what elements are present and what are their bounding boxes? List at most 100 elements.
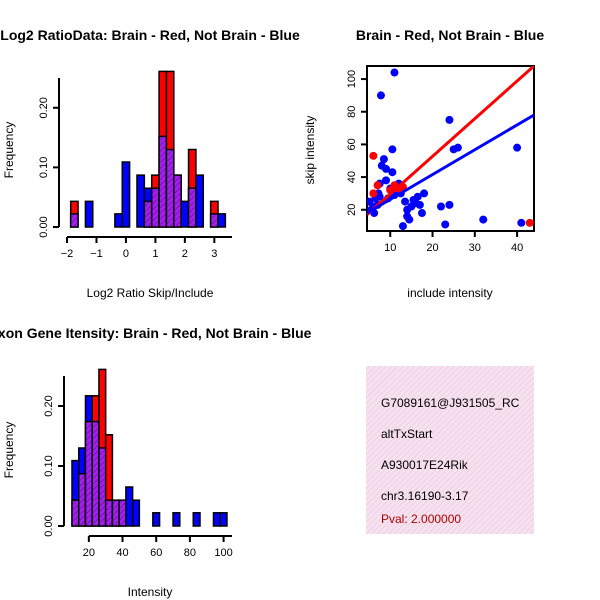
scatter-point-blue bbox=[388, 168, 397, 177]
intensity-x-tick-label: 80 bbox=[184, 547, 196, 559]
scatter-point-blue bbox=[379, 155, 388, 164]
scatter-frame bbox=[366, 65, 535, 232]
scatter-point-red bbox=[369, 189, 378, 198]
scatter-point-blue bbox=[415, 200, 424, 209]
ratio-overlap-hatch bbox=[159, 136, 167, 227]
intensity-overlap-hatch bbox=[72, 500, 79, 526]
scatter-plot-area bbox=[367, 66, 534, 231]
info-location: chr3.16190-3.17 bbox=[381, 489, 469, 503]
scatter-point-blue bbox=[382, 176, 391, 185]
intensity-y-tick-label: 0.20 bbox=[43, 395, 55, 416]
scatter-point-blue bbox=[441, 220, 450, 229]
ratio-bar bbox=[136, 174, 146, 228]
scatter-point-blue bbox=[513, 143, 522, 152]
ratio-axes: −2 −1 0 1 2 3 0.00 0.10 0.20 bbox=[38, 77, 232, 260]
ratio-bar bbox=[121, 161, 131, 228]
info-probe-id: G7089161@J931505_RC bbox=[381, 396, 520, 410]
intensity-x-tick-label: 40 bbox=[116, 547, 128, 559]
scatter-y-tick-label: 100 bbox=[346, 70, 358, 88]
scatter-y-tick-label: 60 bbox=[346, 138, 358, 150]
scatter-point-blue bbox=[479, 215, 488, 224]
scatter-point-blue bbox=[398, 222, 407, 231]
scatter-axes: 10 20 30 40 20 40 60 80 100 bbox=[346, 70, 523, 254]
scatter-x-tick-label: 10 bbox=[384, 242, 396, 254]
intensity-y-tick-label: 0.10 bbox=[43, 455, 55, 476]
scatter-x-tick-label: 30 bbox=[469, 242, 481, 254]
scatter-point-blue bbox=[413, 192, 422, 201]
ratio-chart-title: Log2 RatioData: Brain - Red, Not Brain -… bbox=[0, 27, 300, 43]
scatter-y-tick-label: 20 bbox=[346, 204, 358, 216]
scatter-y-label: skip intensity bbox=[303, 116, 317, 185]
intensity-y-label: Frequency bbox=[2, 422, 16, 479]
ratio-x-label: Log2 Ratio Skip/Include bbox=[87, 286, 214, 300]
intensity-x-tick-label: 20 bbox=[83, 547, 95, 559]
ratio-bars bbox=[69, 70, 227, 228]
scatter-point-blue bbox=[417, 209, 426, 218]
ratio-bar bbox=[84, 200, 94, 228]
info-pval: Pval: 2.000000 bbox=[381, 512, 461, 526]
scatter-point-blue bbox=[382, 164, 391, 173]
intensity-overlap-hatch bbox=[92, 421, 99, 526]
ratio-overlap-hatch bbox=[173, 175, 182, 227]
info-panel: G7089161@J931505_RC altTxStart A930017E2… bbox=[366, 366, 534, 534]
scatter-point-red bbox=[373, 181, 382, 190]
ratio-overlap-hatch bbox=[166, 149, 174, 227]
scatter-point-red bbox=[525, 218, 534, 227]
ratio-x-tick-label: −2 bbox=[61, 248, 74, 260]
ratio-bar bbox=[114, 213, 123, 228]
intensity-bar bbox=[212, 512, 221, 527]
ratio-x-tick-label: 2 bbox=[182, 248, 188, 260]
scatter-point-blue bbox=[453, 143, 462, 152]
scatter-point-blue bbox=[376, 91, 385, 100]
scatter-point-red bbox=[369, 151, 378, 160]
intensity-bar bbox=[152, 512, 161, 527]
intensity-overlap-hatch bbox=[85, 421, 93, 526]
ratio-y-tick-label: 0.10 bbox=[38, 157, 50, 178]
ratio-bar bbox=[217, 213, 227, 228]
intensity-y-tick-label: 0.00 bbox=[43, 515, 55, 536]
intensity-axes: 20 40 60 80 100 0.00 0.10 0.20 bbox=[43, 376, 233, 559]
scatter-x-tick-label: 20 bbox=[426, 242, 438, 254]
ratio-overlap-hatch bbox=[188, 188, 196, 227]
intensity-bar bbox=[172, 512, 181, 527]
ratio-bar bbox=[180, 200, 190, 228]
ratio-x-tick-label: −1 bbox=[90, 248, 103, 260]
scatter-point-blue bbox=[420, 189, 429, 198]
ratio-histogram: Log2 RatioData: Brain - Red, Not Brain -… bbox=[0, 27, 300, 300]
scatter-marks bbox=[367, 66, 534, 231]
fit-line-red bbox=[367, 66, 534, 216]
info-background bbox=[366, 366, 534, 534]
fit-line-blue bbox=[367, 113, 534, 215]
intensity-overlap-hatch bbox=[78, 473, 86, 526]
intensity-overlap-hatch bbox=[119, 500, 126, 526]
scatter-point-blue bbox=[517, 218, 526, 227]
intensity-x-tick-label: 60 bbox=[150, 547, 162, 559]
intensity-histogram: Exon Gene Itensity: Brain - Red, Not Bra… bbox=[0, 325, 312, 599]
intensity-overlap-hatch bbox=[105, 500, 113, 526]
scatter-point-blue bbox=[401, 197, 410, 206]
scatter-x-label: include intensity bbox=[407, 286, 492, 300]
intensity-x-tick-label: 100 bbox=[214, 547, 232, 559]
info-event-type: altTxStart bbox=[381, 427, 433, 441]
ratio-overlap-hatch bbox=[151, 188, 160, 227]
intensity-x-label: Intensity bbox=[128, 585, 173, 599]
ratio-y-label: Frequency bbox=[2, 122, 16, 179]
ratio-x-tick-label: 3 bbox=[211, 248, 217, 260]
scatter-point-blue bbox=[375, 192, 384, 201]
intensity-overlap-hatch bbox=[112, 500, 120, 526]
scatter-point-blue bbox=[405, 215, 414, 224]
intensity-bars bbox=[71, 368, 228, 527]
intensity-chart-title: Exon Gene Itensity: Brain - Red, Not Bra… bbox=[0, 325, 312, 341]
ratio-bar bbox=[195, 174, 205, 228]
scatter-y-tick-label: 40 bbox=[346, 171, 358, 183]
intensity-bar bbox=[125, 486, 134, 527]
intensity-bar bbox=[192, 512, 201, 527]
scatter-title: Brain - Red, Not Brain - Blue bbox=[356, 27, 544, 43]
ratio-x-tick-label: 0 bbox=[123, 248, 129, 260]
ratio-y-tick-label: 0.00 bbox=[38, 216, 50, 237]
ratio-overlap-hatch bbox=[70, 213, 79, 227]
scatter-point-blue bbox=[445, 115, 454, 124]
scatter-point-blue bbox=[445, 200, 454, 209]
scatter-x-tick-label: 40 bbox=[511, 242, 523, 254]
